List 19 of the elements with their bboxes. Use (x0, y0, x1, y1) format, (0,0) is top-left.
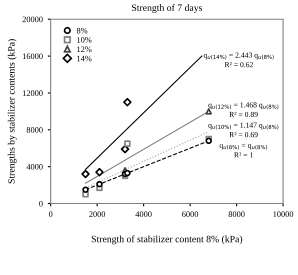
legend-label: 8% (76, 28, 88, 34)
y-tick-label: 0 (39, 200, 43, 206)
y-tick-label: 8000 (26, 127, 43, 133)
y-tick-label: 16000 (22, 53, 43, 60)
x-tick-label: 6000 (182, 211, 198, 218)
x-tick-label: 0 (48, 211, 52, 218)
x-axis-title: Strength of stabilizer content 8% (kPa) (92, 235, 242, 244)
legend-label: 10% (77, 37, 92, 43)
x-tick-label: 2000 (89, 211, 106, 218)
y-tick-label: 20000 (22, 16, 43, 22)
y-tick-label: 4000 (26, 164, 43, 170)
legend-label: 14% (77, 56, 92, 62)
y-axis-title: Strengths by stabilizer contents (kPa) (8, 39, 17, 184)
x-tick-label: 8000 (228, 211, 245, 218)
chart-title: Strength of 7 days (132, 4, 202, 14)
legend-label: 12% (77, 46, 92, 52)
y-tick-label: 12000 (22, 90, 43, 96)
x-tick-label: 10000 (273, 211, 294, 218)
x-tick-label: 4000 (135, 211, 152, 218)
